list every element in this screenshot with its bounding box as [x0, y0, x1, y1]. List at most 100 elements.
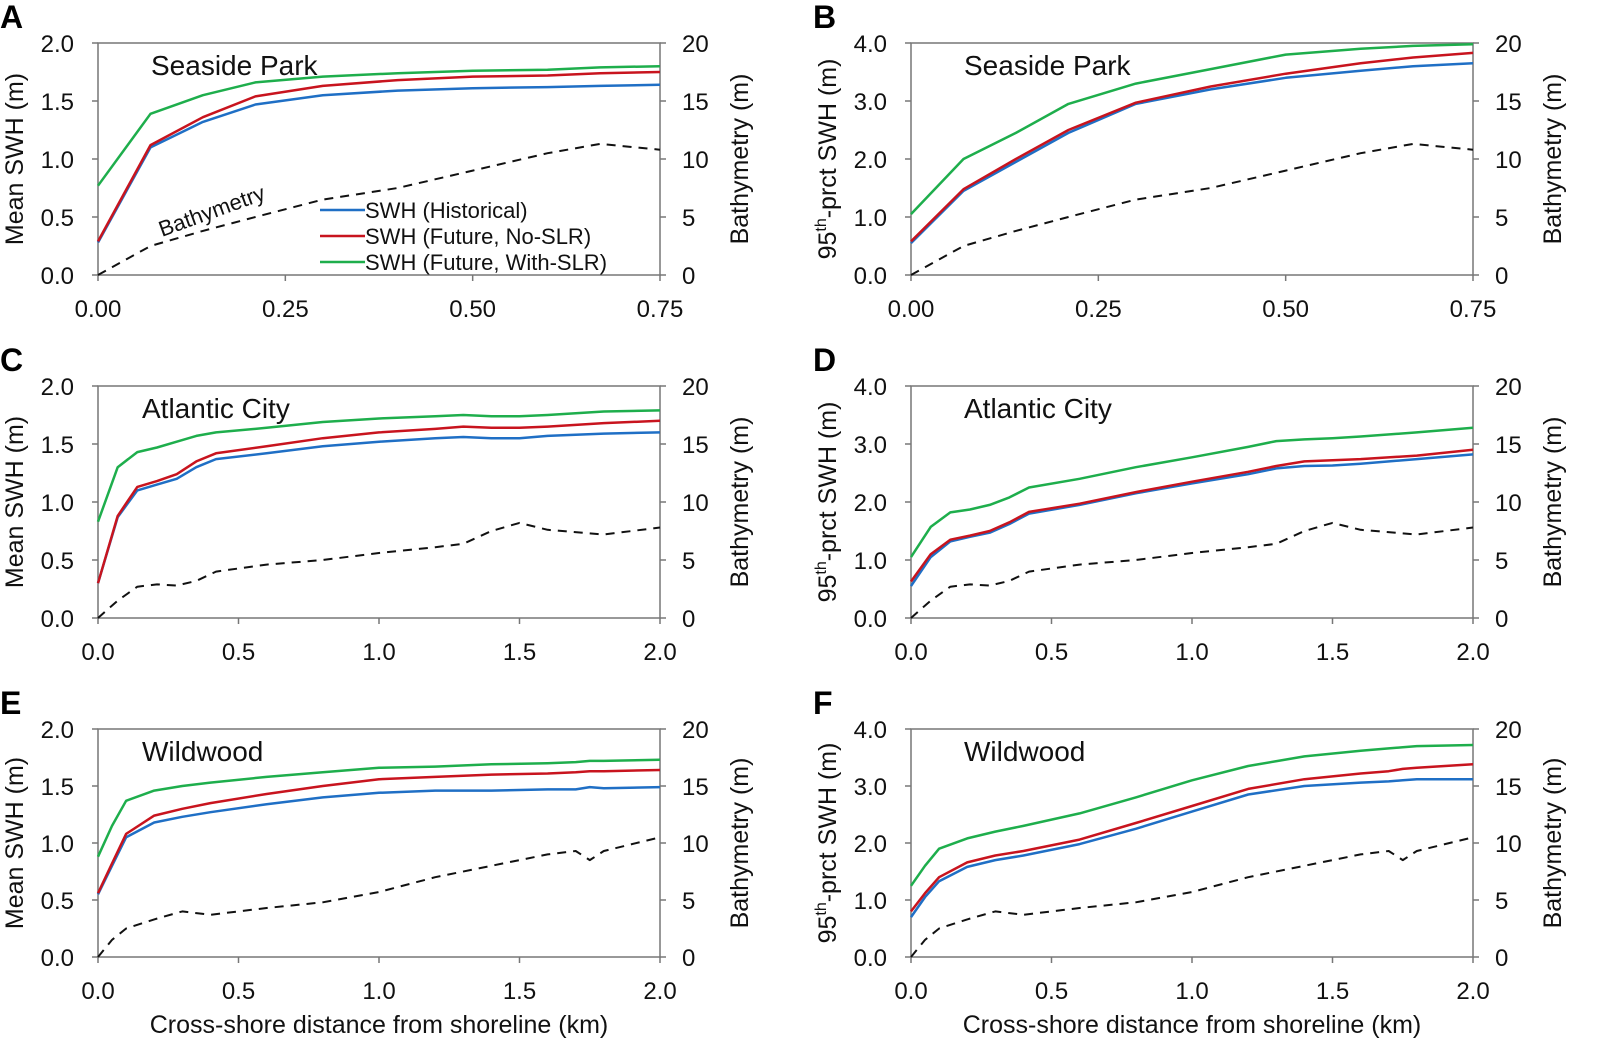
x-tick-label: 0.5	[222, 639, 255, 666]
y2-axis-label: Bathymetry (m)	[1539, 74, 1567, 245]
x-tick-label: 2.0	[1456, 639, 1489, 666]
series-line-with-slr	[96, 64, 661, 187]
y2-tick-label: 15	[1495, 89, 1522, 116]
y-tick-label: 1.5	[41, 89, 74, 116]
series-line-bathymetry	[910, 521, 1474, 619]
y2-tick-label: 10	[682, 831, 709, 858]
y2-tick-label: 10	[1495, 831, 1522, 858]
x-tick-label: 0.50	[449, 296, 496, 323]
x-tick-label: 0.25	[262, 296, 309, 323]
y-tick-label: 4.0	[854, 717, 887, 744]
y-tick-label: 2.0	[41, 374, 74, 401]
y-axis-label: 95th-prct SWH (m)	[813, 743, 842, 944]
site-title: Atlantic City	[964, 393, 1112, 424]
y-axis-label: 95th-prct SWH (m)	[813, 402, 842, 603]
y-tick-label: 3.0	[854, 774, 887, 801]
y2-tick-label: 5	[1495, 888, 1508, 915]
panel-letter: C	[0, 342, 23, 378]
y2-tick-label: 20	[682, 374, 709, 401]
y-tick-label: 1.5	[41, 774, 74, 801]
y-tick-label: 0.0	[41, 606, 74, 633]
legend-label: SWH (Future, With-SLR)	[365, 250, 607, 275]
y2-tick-label: 10	[1495, 490, 1522, 517]
series-line-historical	[909, 777, 1473, 918]
y-tick-label: 3.0	[854, 89, 887, 116]
y2-tick-label: 10	[682, 147, 709, 174]
panel-letter: D	[813, 342, 836, 378]
y-tick-label: 1.0	[41, 490, 74, 517]
series-line-with-slr	[909, 743, 1474, 887]
y-label-superscript: th	[813, 902, 830, 915]
y-tick-label: 1.0	[854, 205, 887, 232]
y2-tick-label: 20	[1495, 31, 1522, 58]
series-line-historical	[96, 431, 661, 584]
panel-d: D 0.0 0.5 1.0 1.5 2.0 0.0 1.0 2.0 3.0 4.0 0 5 10 15 20 9…	[813, 342, 1567, 666]
series-line-with-slr	[910, 42, 1474, 215]
y2-tick-label: 15	[682, 432, 709, 459]
y-label-rest: -prct SWH (m)	[814, 743, 842, 903]
legend-label: SWH (Future, No-SLR)	[365, 224, 591, 249]
y-tick-label: 1.0	[41, 831, 74, 858]
series-line-historical	[910, 62, 1474, 244]
y-tick-label: 0.0	[854, 263, 887, 290]
x-tick-label: 1.5	[1316, 639, 1349, 666]
x-tick-label: 2.0	[643, 978, 676, 1005]
y-tick-label: 0.0	[854, 606, 887, 633]
y2-axis-label: Bathymetry (m)	[726, 417, 754, 588]
y2-tick-label: 0	[1495, 263, 1508, 290]
y2-tick-label: 10	[1495, 147, 1522, 174]
panel-letter: A	[0, 0, 23, 35]
panel-letter: B	[813, 0, 836, 35]
site-title: Seaside Park	[151, 50, 319, 81]
y2-tick-label: 0	[1495, 945, 1508, 972]
y2-tick-label: 15	[1495, 774, 1522, 801]
site-title: Wildwood	[964, 736, 1085, 767]
y2-axis-label: Bathymetry (m)	[1539, 758, 1567, 929]
series-line-no-slr	[910, 51, 1474, 243]
series-line-with-slr	[909, 426, 1474, 558]
y-tick-label: 0.5	[41, 548, 74, 575]
y-tick-label: 1.0	[41, 147, 74, 174]
y-label-main: 95	[814, 916, 842, 944]
y-label-rest: -prct SWH (m)	[814, 402, 842, 562]
x-tick-label: 1.0	[1175, 978, 1208, 1005]
y-label-superscript: th	[813, 561, 830, 574]
series-line-with-slr	[96, 758, 661, 858]
series-line-bathymetry	[910, 142, 1474, 276]
x-tick-label: 0.00	[888, 296, 935, 323]
y2-tick-label: 15	[1495, 432, 1522, 459]
y-tick-label: 4.0	[854, 374, 887, 401]
x-tick-label: 1.5	[503, 978, 536, 1005]
y2-axis-label: Bathymetry (m)	[726, 74, 754, 245]
y-label-main: 95	[814, 575, 842, 603]
x-tick-label: 0.75	[1450, 296, 1497, 323]
x-tick-label: 1.0	[362, 639, 395, 666]
bathymetry-annotation: Bathymetry	[155, 180, 268, 242]
series-line-no-slr	[910, 763, 1474, 913]
series-line-historical	[96, 83, 661, 244]
y-tick-label: 1.0	[854, 888, 887, 915]
x-tick-label: 0.0	[81, 639, 114, 666]
x-tick-label: 0.50	[1262, 296, 1309, 323]
x-tick-label: 0.25	[1075, 296, 1122, 323]
y2-tick-label: 20	[682, 717, 709, 744]
y-tick-label: 2.0	[854, 490, 887, 517]
panel-c: C0.0 0.5 1.0 1.5 2.00.00.51.01.52.005101520M…	[0, 342, 754, 666]
x-tick-label: 1.0	[362, 978, 395, 1005]
panel-a: A 0.00 0.25 0.50 0.75 0.0 0.5 1.0 1.5 2.0 0 5 10 15 20…	[0, 0, 754, 323]
x-tick-label: 0.0	[894, 978, 927, 1005]
x-tick-label: 1.5	[1316, 978, 1349, 1005]
y-tick-label: 0.5	[41, 888, 74, 915]
y-tick-label: 1.0	[854, 548, 887, 575]
x-tick-label: 1.5	[503, 639, 536, 666]
y2-tick-label: 15	[682, 89, 709, 116]
panel-e: E0.0 0.5 1.0 1.5 2.00.00.51.01.52.005101520M…	[0, 685, 754, 1039]
y-tick-label: 2.0	[41, 717, 74, 744]
y2-tick-label: 0	[682, 945, 695, 972]
series-line-historical	[909, 453, 1474, 587]
y2-tick-label: 0	[682, 263, 695, 290]
x-tick-label: 0.5	[222, 978, 255, 1005]
y-label-superscript: th	[813, 218, 830, 231]
y-axis-label: Mean SWH (m)	[1, 757, 29, 929]
